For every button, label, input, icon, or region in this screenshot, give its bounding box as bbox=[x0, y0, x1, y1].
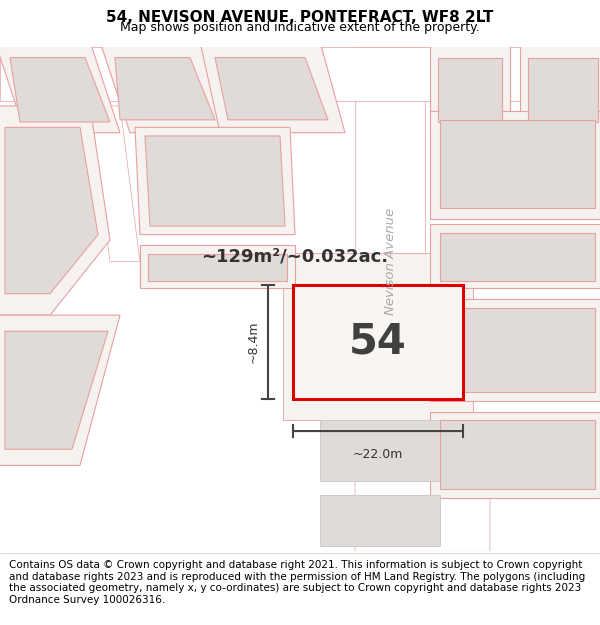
Text: 54: 54 bbox=[349, 321, 407, 363]
Text: ~129m²/~0.032ac.: ~129m²/~0.032ac. bbox=[202, 247, 389, 265]
Polygon shape bbox=[320, 496, 440, 546]
Polygon shape bbox=[140, 246, 295, 288]
Polygon shape bbox=[5, 127, 98, 294]
Polygon shape bbox=[148, 254, 287, 281]
Polygon shape bbox=[90, 106, 140, 261]
Polygon shape bbox=[320, 421, 440, 481]
Polygon shape bbox=[528, 58, 598, 122]
Polygon shape bbox=[440, 421, 595, 489]
Polygon shape bbox=[520, 41, 600, 132]
Polygon shape bbox=[355, 390, 490, 551]
Text: 54, NEVISON AVENUE, PONTEFRACT, WF8 2LT: 54, NEVISON AVENUE, PONTEFRACT, WF8 2LT bbox=[106, 10, 494, 25]
Polygon shape bbox=[430, 41, 510, 132]
Polygon shape bbox=[115, 58, 215, 120]
Polygon shape bbox=[430, 224, 600, 288]
Polygon shape bbox=[0, 47, 600, 101]
Polygon shape bbox=[100, 41, 230, 132]
Polygon shape bbox=[430, 111, 600, 219]
Polygon shape bbox=[10, 58, 110, 122]
Polygon shape bbox=[200, 41, 345, 132]
Polygon shape bbox=[430, 412, 600, 498]
Polygon shape bbox=[283, 253, 473, 421]
Text: Map shows position and indicative extent of the property.: Map shows position and indicative extent… bbox=[120, 21, 480, 34]
Polygon shape bbox=[145, 136, 285, 226]
Text: ~8.4m: ~8.4m bbox=[247, 321, 260, 363]
Polygon shape bbox=[440, 120, 595, 208]
Polygon shape bbox=[438, 58, 502, 122]
Text: ~22.0m: ~22.0m bbox=[353, 448, 403, 461]
Polygon shape bbox=[0, 106, 110, 315]
Polygon shape bbox=[215, 58, 328, 120]
Polygon shape bbox=[0, 41, 120, 132]
Polygon shape bbox=[440, 232, 595, 281]
Text: Contains OS data © Crown copyright and database right 2021. This information is : Contains OS data © Crown copyright and d… bbox=[9, 560, 585, 605]
Polygon shape bbox=[0, 315, 120, 466]
Polygon shape bbox=[90, 106, 220, 261]
Polygon shape bbox=[440, 308, 595, 392]
Polygon shape bbox=[135, 127, 295, 234]
Polygon shape bbox=[5, 331, 108, 449]
Polygon shape bbox=[430, 299, 600, 401]
Text: Nevison Avenue: Nevison Avenue bbox=[383, 208, 397, 315]
Polygon shape bbox=[355, 47, 425, 551]
Bar bbox=[293, 285, 463, 399]
